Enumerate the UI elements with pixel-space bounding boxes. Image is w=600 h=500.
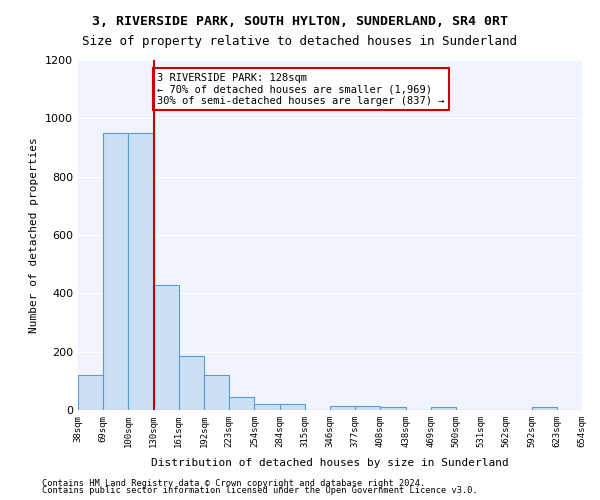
- Bar: [355, 406, 380, 410]
- Text: 3, RIVERSIDE PARK, SOUTH HYLTON, SUNDERLAND, SR4 0RT: 3, RIVERSIDE PARK, SOUTH HYLTON, SUNDERL…: [92, 15, 508, 28]
- Bar: [128, 133, 154, 410]
- Bar: [229, 397, 254, 410]
- Bar: [280, 404, 305, 410]
- Text: Contains public sector information licensed under the Open Government Licence v3: Contains public sector information licen…: [42, 486, 478, 495]
- Bar: [204, 375, 229, 410]
- Bar: [78, 375, 103, 410]
- Text: Contains HM Land Registry data © Crown copyright and database right 2024.: Contains HM Land Registry data © Crown c…: [42, 478, 425, 488]
- Text: Size of property relative to detached houses in Sunderland: Size of property relative to detached ho…: [83, 35, 517, 48]
- Bar: [532, 407, 557, 410]
- Bar: [431, 407, 456, 410]
- Bar: [154, 284, 179, 410]
- Bar: [330, 406, 355, 410]
- Bar: [179, 356, 204, 410]
- Bar: [380, 407, 406, 410]
- X-axis label: Distribution of detached houses by size in Sunderland: Distribution of detached houses by size …: [151, 458, 509, 468]
- Text: 3 RIVERSIDE PARK: 128sqm
← 70% of detached houses are smaller (1,969)
30% of sem: 3 RIVERSIDE PARK: 128sqm ← 70% of detach…: [157, 72, 445, 106]
- Y-axis label: Number of detached properties: Number of detached properties: [29, 137, 40, 333]
- Bar: [254, 404, 280, 410]
- Bar: [103, 133, 128, 410]
